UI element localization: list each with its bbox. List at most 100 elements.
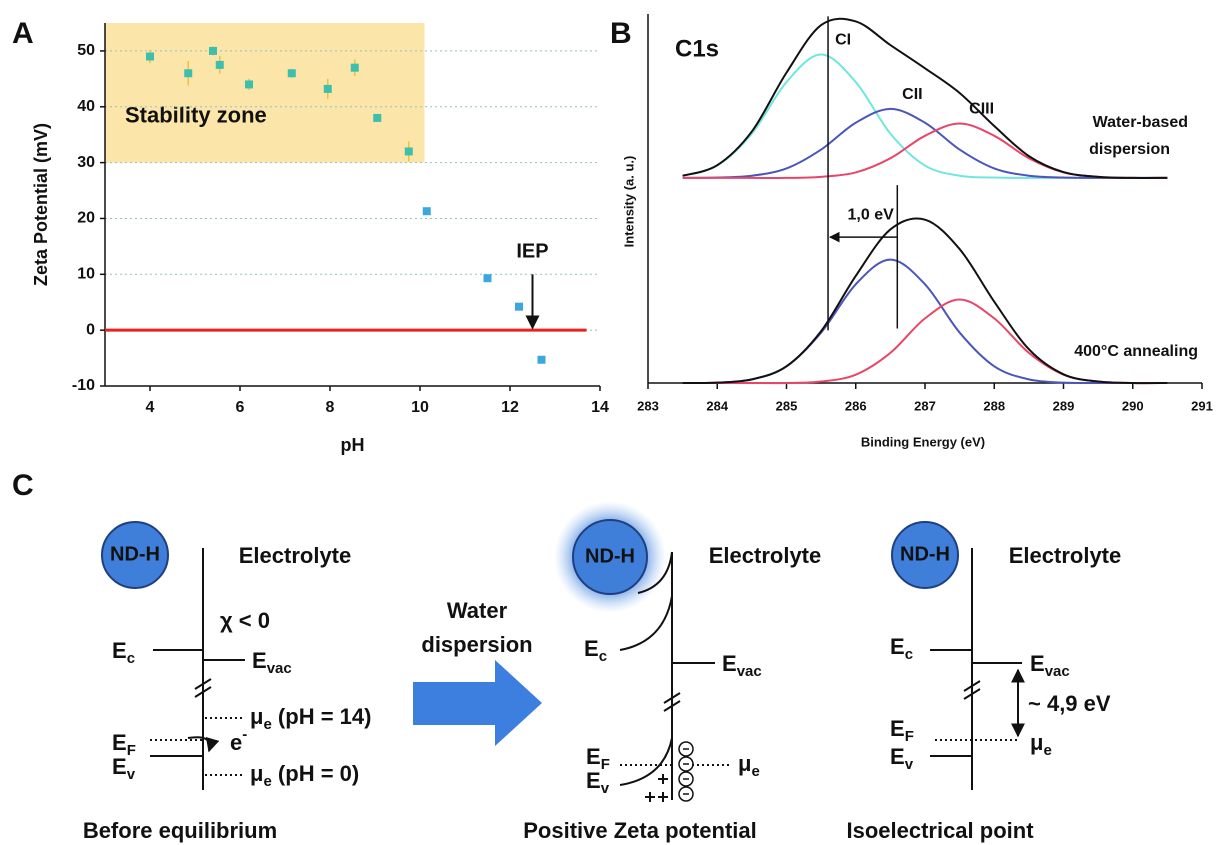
y-tick-label: -10 bbox=[72, 377, 95, 394]
label-part: E bbox=[252, 648, 267, 673]
label-part: E bbox=[584, 636, 599, 661]
point bbox=[537, 355, 546, 364]
positive-charges bbox=[645, 774, 668, 802]
label-part: μ bbox=[250, 704, 263, 729]
level-label: μe bbox=[738, 751, 760, 780]
point bbox=[184, 69, 193, 78]
band-bend bbox=[619, 595, 673, 651]
x-tick-label: 284 bbox=[706, 398, 728, 413]
y-tick-label: 10 bbox=[77, 266, 95, 283]
negative-charges bbox=[678, 741, 694, 802]
label-part: μ bbox=[738, 751, 751, 776]
label-part: E bbox=[112, 730, 127, 755]
label-part: E bbox=[890, 744, 905, 769]
process-label: Water bbox=[447, 598, 508, 623]
point bbox=[245, 80, 253, 89]
level-label: μe bbox=[1030, 730, 1052, 759]
x-axis-title: Binding Energy (eV) bbox=[861, 434, 985, 449]
label-part: μ bbox=[1030, 730, 1043, 755]
x-tick-label: 4 bbox=[146, 399, 155, 416]
label-part: E bbox=[890, 716, 905, 741]
point bbox=[146, 52, 154, 61]
label-part: (pH = 14) bbox=[272, 704, 372, 729]
label-part: F bbox=[601, 756, 610, 773]
label-part: e bbox=[263, 716, 271, 733]
caption: Before equilibrium bbox=[83, 818, 277, 843]
band-bend bbox=[619, 737, 673, 786]
spectrum-line bbox=[682, 107, 1168, 179]
level-label: Ec bbox=[584, 636, 607, 665]
level-label: EF bbox=[586, 744, 610, 773]
particle bbox=[572, 519, 648, 595]
level-label: Evac bbox=[722, 651, 762, 680]
x-tick-label: 8 bbox=[326, 399, 335, 416]
point bbox=[323, 84, 332, 93]
component-label: CIII bbox=[969, 101, 994, 118]
axis-break bbox=[963, 680, 981, 700]
particle-label: ND-H bbox=[585, 545, 635, 567]
affinity-label: χ < 0 bbox=[220, 608, 270, 633]
label-part: E bbox=[586, 768, 601, 793]
x-tick-label: 10 bbox=[411, 399, 429, 416]
label-part: v bbox=[601, 780, 610, 797]
label-part: - bbox=[242, 726, 247, 743]
spectrum-label: dispersion bbox=[1089, 141, 1170, 158]
panel-label: B bbox=[610, 17, 632, 50]
particle bbox=[101, 521, 169, 589]
level-label: μe (pH = 0) bbox=[250, 761, 359, 790]
chart-title: C1s bbox=[675, 35, 719, 62]
caption: Positive Zeta potential bbox=[523, 818, 757, 843]
shift-label: 1,0 eV bbox=[848, 206, 895, 223]
process-arrow bbox=[413, 660, 542, 746]
x-tick-label: 286 bbox=[845, 398, 867, 413]
axis-break bbox=[194, 678, 212, 698]
y-tick-label: 50 bbox=[77, 42, 95, 59]
label-part: E bbox=[1030, 651, 1045, 676]
x-tick-label: 289 bbox=[1053, 398, 1075, 413]
caption: Isoelectrical point bbox=[846, 818, 1034, 843]
label-part: v bbox=[127, 766, 136, 783]
level-label: μe (pH = 14) bbox=[250, 704, 371, 733]
label-part: μ bbox=[250, 761, 263, 786]
label-part: e bbox=[1043, 742, 1051, 759]
label-part: F bbox=[127, 742, 136, 759]
level-label: EF bbox=[890, 716, 914, 745]
process-label: dispersion bbox=[421, 632, 532, 657]
medium-label: Electrolyte bbox=[709, 543, 822, 568]
band-bend bbox=[637, 551, 673, 594]
spectrum-label: 400°C annealing bbox=[1074, 343, 1198, 360]
component-label: CI bbox=[835, 32, 851, 49]
gap-label: ~ 4,9 eV bbox=[1028, 691, 1111, 716]
component-label: CII bbox=[902, 86, 922, 103]
x-tick-label: 287 bbox=[914, 398, 936, 413]
label-part: vac bbox=[267, 660, 292, 677]
level-label: Ev bbox=[586, 768, 610, 797]
y-tick-label: 20 bbox=[77, 210, 95, 227]
level-label: Evac bbox=[252, 648, 292, 677]
label-part: e bbox=[263, 773, 271, 790]
level-label: EF bbox=[112, 730, 136, 759]
y-tick-label: 40 bbox=[77, 98, 95, 115]
panel-label: C bbox=[12, 469, 34, 502]
label-part: E bbox=[722, 651, 737, 676]
point bbox=[373, 113, 382, 122]
spectrum-label: Water-based bbox=[1093, 114, 1188, 131]
electron-arrow bbox=[187, 736, 220, 753]
y-tick-label: 30 bbox=[77, 154, 95, 171]
point bbox=[287, 69, 296, 78]
x-tick-label: 6 bbox=[236, 399, 245, 416]
point bbox=[404, 147, 413, 156]
label-part: v bbox=[905, 756, 914, 773]
axis-break bbox=[663, 692, 681, 712]
point bbox=[422, 207, 431, 216]
medium-label: Electrolyte bbox=[1009, 543, 1122, 568]
particle-label: ND-H bbox=[900, 543, 950, 565]
point bbox=[483, 274, 492, 283]
label-part: vac bbox=[1045, 663, 1070, 680]
x-tick-label: 291 bbox=[1191, 398, 1213, 413]
level-label: Evac bbox=[1030, 651, 1070, 680]
point bbox=[350, 63, 359, 72]
label-part: E bbox=[112, 638, 127, 663]
